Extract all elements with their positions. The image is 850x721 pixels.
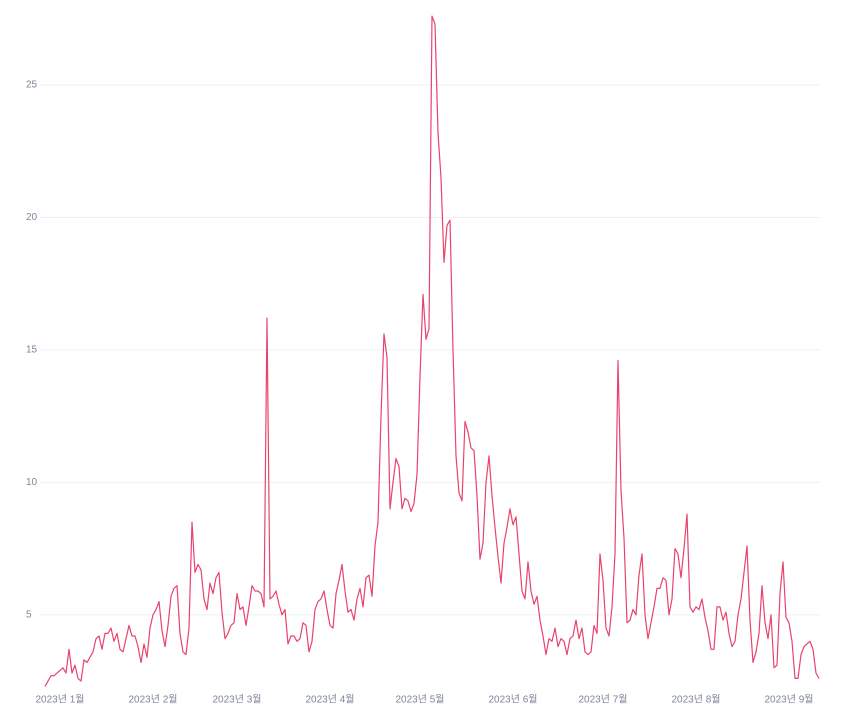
x-tick-label: 2023년 8월 (672, 694, 721, 706)
x-tick-label: 2023년 7월 (579, 694, 628, 706)
x-tick-label: 2023년 2월 (129, 694, 178, 706)
y-tick-label: 25 (26, 80, 38, 91)
x-tick-label: 2023년 9월 (765, 694, 814, 706)
x-tick-label: 2023년 1월 (36, 694, 85, 706)
x-tick-label: 2023년 3월 (213, 694, 262, 706)
x-tick-label: 2023년 4월 (306, 694, 355, 706)
y-tick-label: 5 (26, 609, 32, 620)
y-tick-label: 20 (26, 212, 38, 223)
x-tick-label: 2023년 6월 (489, 694, 538, 706)
y-tick-label: 15 (26, 345, 38, 356)
x-tick-label: 2023년 5월 (396, 694, 445, 706)
line-series (44, 15, 820, 687)
y-tick-label: 10 (26, 477, 38, 488)
